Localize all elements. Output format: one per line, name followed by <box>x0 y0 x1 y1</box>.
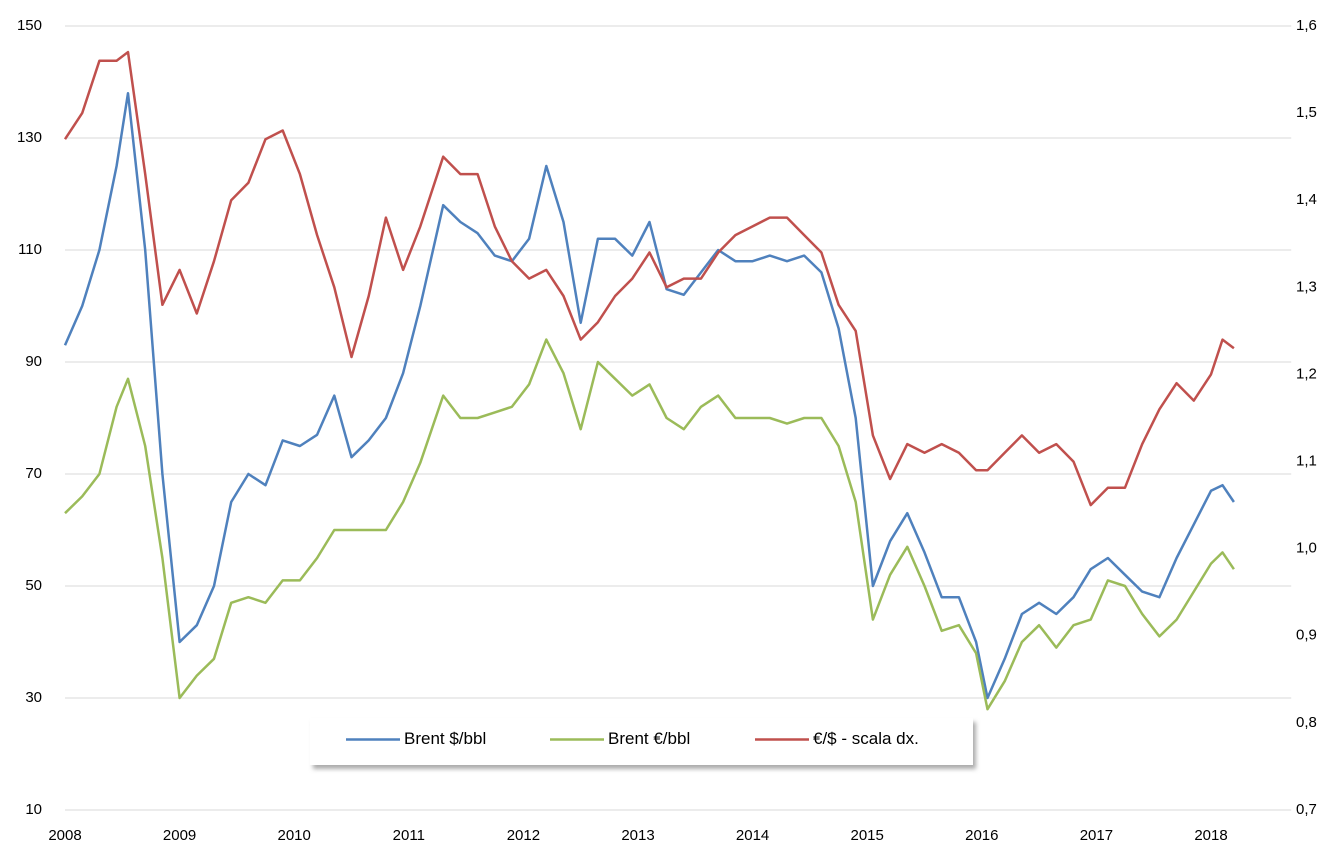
y2-tick-label: 0,7 <box>1296 801 1317 818</box>
y2-tick-label: 1,0 <box>1296 540 1317 557</box>
y-tick-label: 10 <box>25 801 42 818</box>
legend-label: €/$ - scala dx. <box>813 729 919 748</box>
y2-tick-label: 1,6 <box>1296 17 1317 34</box>
y-tick-label: 150 <box>17 17 42 34</box>
x-tick-label: 2013 <box>621 827 654 844</box>
y-tick-label: 70 <box>25 465 42 482</box>
x-tick-label: 2011 <box>393 827 425 844</box>
y2-tick-label: 1,4 <box>1296 191 1317 208</box>
x-tick-label: 2015 <box>851 827 884 844</box>
y2-tick-label: 1,5 <box>1296 104 1317 121</box>
x-tick-label: 2012 <box>507 827 540 844</box>
legend: Brent $/bbl Brent €/bbl €/$ - scala dx. <box>310 718 973 765</box>
x-tick-label: 2010 <box>278 827 311 844</box>
y-tick-label: 110 <box>18 241 42 258</box>
y-tick-label: 30 <box>25 689 42 706</box>
series-line <box>63 91 1235 700</box>
y-tick-label: 130 <box>17 129 42 146</box>
x-tick-label: 2018 <box>1194 827 1227 844</box>
legend-label: Brent €/bbl <box>608 729 690 748</box>
x-tick-label: 2014 <box>736 827 769 844</box>
x-tick-label: 2008 <box>48 827 81 844</box>
y2-tick-label: 0,8 <box>1296 714 1317 731</box>
x-tick-label: 2016 <box>965 827 998 844</box>
y2-tick-label: 1,3 <box>1296 278 1317 295</box>
legend-label: Brent $/bbl <box>404 729 486 748</box>
y-tick-label: 90 <box>25 353 42 370</box>
y2-tick-label: 1,1 <box>1296 453 1317 470</box>
legend-box <box>310 718 973 765</box>
series-line <box>64 338 1235 711</box>
x-tick-label: 2017 <box>1080 827 1113 844</box>
y-tick-label: 50 <box>25 577 42 594</box>
y2-tick-label: 0,9 <box>1296 627 1317 644</box>
y2-tick-label: 1,2 <box>1296 365 1317 382</box>
x-tick-label: 2009 <box>163 827 196 844</box>
series-line <box>63 50 1235 507</box>
